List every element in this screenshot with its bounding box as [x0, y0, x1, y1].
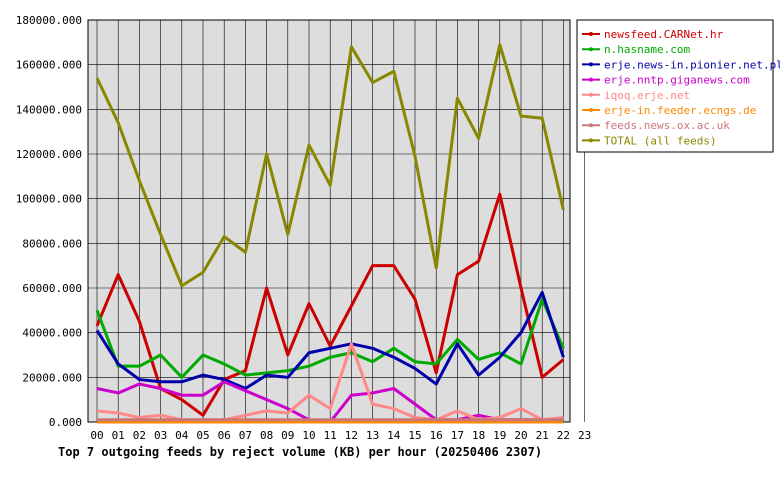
x-tick-label: 23 — [578, 429, 591, 442]
legend-label: erje.nntp.giganews.com — [604, 74, 750, 87]
x-tick-label: 07 — [239, 429, 252, 442]
x-tick-label: 06 — [218, 429, 231, 442]
x-tick-label: 10 — [302, 429, 315, 442]
series-line — [95, 43, 565, 288]
y-tick-label: 80000.000 — [22, 237, 82, 250]
legend-marker — [589, 123, 593, 128]
x-tick-label: 19 — [493, 429, 506, 442]
y-tick-label: 160000.000 — [16, 59, 82, 72]
legend-box — [576, 19, 774, 153]
x-tick-label: 13 — [366, 429, 379, 442]
series-line — [95, 192, 565, 417]
x-tick-label: 01 — [112, 429, 125, 442]
y-tick-label: 0.000 — [49, 416, 82, 429]
x-tick-label: 08 — [260, 429, 273, 442]
x-tick-label: 11 — [324, 429, 337, 442]
series-lines — [95, 43, 565, 424]
x-tick-label: 15 — [408, 429, 421, 442]
legend-label: feeds.news.ox.ac.uk — [604, 119, 730, 132]
x-tick-label: 21 — [536, 429, 549, 442]
y-tick-label: 60000.000 — [22, 282, 82, 295]
x-tick-label: 03 — [154, 429, 167, 442]
legend-marker — [589, 108, 593, 112]
y-tick-label: 20000.000 — [22, 371, 82, 384]
legend-label: erje-in.feeder.ecngs.de — [604, 104, 756, 117]
legend-label: n.hasname.com — [604, 43, 690, 56]
y-axis-ticks: 0.000 20000.000 40000.000 60000.000 80000.00… — [16, 14, 82, 429]
x-tick-label: 18 — [472, 429, 485, 442]
x-tick-label: 14 — [387, 429, 401, 442]
legend: newsfeed.CARNet.hr n.hasname.com erje.news… — [576, 19, 780, 153]
y-tick-label: 40000.000 — [22, 327, 82, 340]
x-tick-label: 09 — [281, 429, 294, 442]
x-tick-label: 04 — [175, 429, 189, 442]
legend-marker — [589, 47, 593, 52]
x-tick-label: 00 — [90, 429, 103, 442]
series-line — [95, 297, 565, 379]
legend-marker — [589, 92, 593, 97]
y-tick-label: 120000.000 — [16, 148, 82, 161]
y-tick-label: 180000.000 — [16, 14, 82, 27]
y-tick-label: 140000.000 — [16, 103, 82, 116]
legend-marker — [589, 138, 593, 143]
x-tick-label: 22 — [557, 429, 570, 442]
legend-label: iqoq.erje.net — [604, 89, 690, 102]
x-tick-label: 20 — [514, 429, 527, 442]
legend-marker — [589, 77, 593, 82]
x-tick-label: 02 — [133, 429, 146, 442]
x-tick-label: 16 — [430, 429, 443, 442]
x-tick-label: 17 — [451, 429, 464, 442]
legend-label: newsfeed.CARNet.hr — [604, 28, 724, 41]
x-tick-label: 05 — [196, 429, 209, 442]
series-line — [95, 290, 565, 390]
y-tick-label: 100000.000 — [16, 193, 82, 206]
legend-marker — [589, 62, 593, 67]
x-tick-label: 12 — [345, 429, 358, 442]
x-axis-ticks: 00 01 02 03 04 05 06 07 08 09 10 11 12 13 14 15 16 17 18 19… — [90, 429, 591, 442]
chart-title: Top 7 outgoing feeds by reject volume (K… — [58, 445, 542, 459]
legend-label: erje.news-in.pionier.net.pl — [604, 58, 780, 71]
legend-label: TOTAL (all feeds) — [604, 134, 717, 147]
legend-marker — [589, 32, 593, 36]
